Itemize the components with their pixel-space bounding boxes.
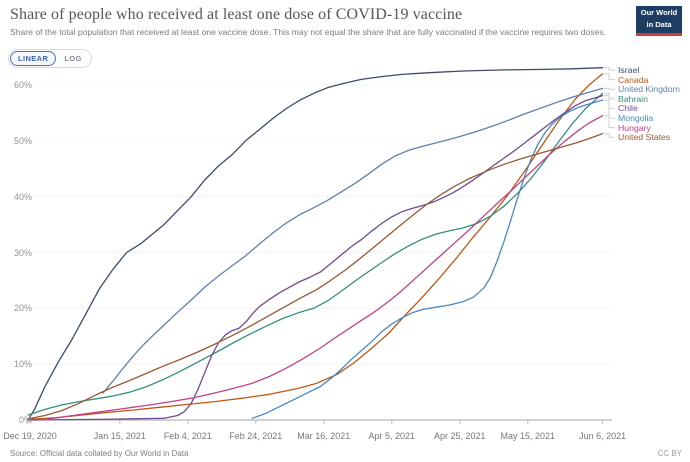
series-line-israel — [27, 67, 604, 421]
legend-item-israel[interactable]: Israel — [618, 65, 640, 75]
legend-item-bahrain[interactable]: Bahrain — [618, 93, 648, 104]
series-line-bahrain — [27, 92, 604, 416]
page-subtitle: Share of the total population that recei… — [10, 27, 607, 37]
owid-logo-line1: Our World — [640, 8, 678, 17]
y-tick-label: 60% — [13, 80, 32, 90]
legend-item-canada[interactable]: Canada — [618, 74, 649, 85]
legend-leader-line — [604, 133, 615, 138]
legend-item-hungary[interactable]: Hungary — [618, 122, 651, 133]
series-line-united-kingdom — [102, 87, 604, 394]
legend-leader-line — [604, 99, 615, 119]
owid-logo: Our World in Data — [636, 6, 682, 36]
series-line-canada — [27, 73, 604, 421]
log-scale-button[interactable]: LOG — [56, 51, 89, 66]
legend-item-united-states[interactable]: United States — [618, 132, 671, 143]
y-tick-label: 0% — [18, 415, 32, 425]
y-tick-label: 20% — [13, 303, 32, 314]
linear-scale-button[interactable]: LINEAR — [10, 51, 57, 66]
y-tick-label: 40% — [13, 191, 32, 202]
x-tick-label: Dec 19, 2020 — [3, 431, 57, 441]
series-line-hungary — [47, 115, 604, 420]
legend-item-mongolia[interactable]: Mongolia — [618, 113, 654, 123]
series-line-united-states — [27, 132, 604, 420]
page-title: Share of people who received at least on… — [10, 6, 463, 23]
x-tick-label: Apr 25, 2021 — [434, 431, 486, 441]
license-badge[interactable]: CC BY — [657, 449, 682, 458]
x-tick-label: May 15, 2021 — [500, 431, 556, 441]
x-tick-label: Mar 16, 2021 — [297, 431, 351, 441]
y-tick-label: 10% — [13, 359, 32, 370]
source-note: Source: Official data collated by Our Wo… — [10, 449, 189, 458]
series-line-chile — [27, 94, 604, 421]
x-tick-label: Feb 24, 2021 — [229, 431, 283, 441]
y-tick-label: 50% — [13, 135, 32, 146]
x-tick-label: Feb 4, 2021 — [163, 431, 212, 441]
owid-logo-line2: in Data — [646, 20, 672, 29]
legend-item-united-kingdom[interactable]: United Kingdom — [618, 84, 680, 95]
series-line-mongolia — [251, 99, 604, 419]
legend-leader-line — [604, 73, 615, 81]
x-tick-label: Jun 6, 2021 — [579, 431, 627, 441]
x-tick-label: Jan 15, 2021 — [93, 431, 146, 441]
legend-leader-line — [604, 115, 615, 129]
legend-leader-line — [604, 67, 615, 71]
scale-toggle: LINEAR LOG — [8, 49, 92, 68]
y-tick-label: 30% — [13, 247, 32, 258]
legend-leader-line — [604, 87, 615, 90]
legend-item-chile[interactable]: Chile — [618, 103, 638, 114]
x-tick-label: Apr 5, 2021 — [368, 431, 416, 441]
